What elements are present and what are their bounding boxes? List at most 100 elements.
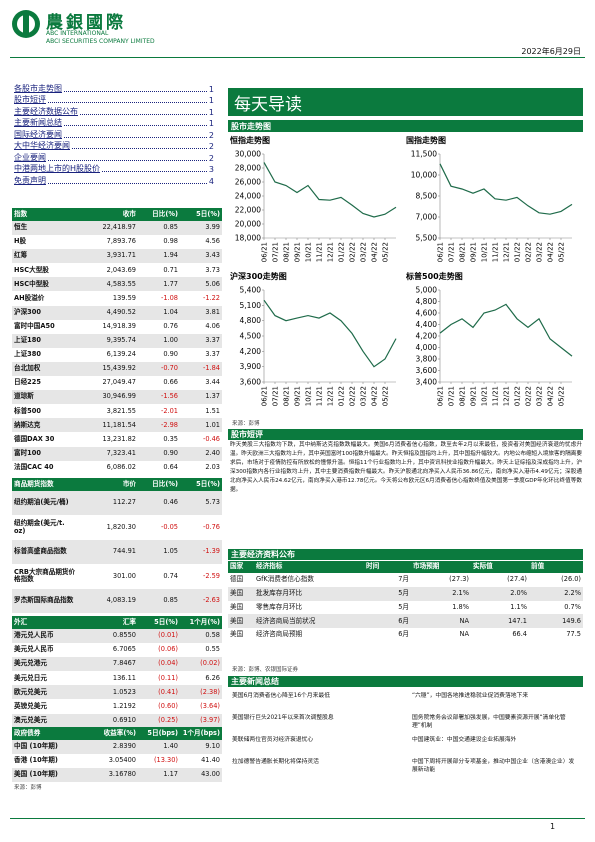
- x-tick-label: 08/21: [283, 242, 291, 262]
- x-tick-label: 09/21: [294, 386, 302, 406]
- table-cell: 1.00: [163, 336, 178, 345]
- table-cell: 纽约期油(美元/桶): [14, 498, 69, 507]
- row-band: [228, 614, 583, 629]
- table-cell: 0.74: [163, 571, 178, 580]
- table-cell: 3,931.71: [106, 251, 136, 260]
- table-cell: -0.46: [202, 434, 220, 443]
- y-tick-label: 22,000: [235, 206, 261, 215]
- row-band: [12, 277, 222, 292]
- header-cell: 5日(bps): [147, 728, 178, 737]
- table-cell: 30,946.99: [102, 392, 136, 401]
- table-cell: 3.37: [205, 336, 220, 345]
- table-cell: 13,231.82: [102, 434, 136, 443]
- y-tick-label: 4,200: [240, 347, 262, 356]
- table-cell: 0.7%: [564, 602, 581, 611]
- row-band: [228, 586, 583, 601]
- y-tick-label: 4,500: [240, 332, 262, 341]
- table-cell: 6,086.02: [106, 462, 136, 471]
- table-cell: 2.40: [205, 448, 220, 457]
- y-tick-label: 24,000: [235, 192, 261, 201]
- toc-page: 2: [208, 130, 214, 140]
- table-cell: 美元兑港元: [14, 659, 47, 668]
- toc-label: 中港两地上市的H股股价: [14, 164, 101, 173]
- table-cell: 美国: [230, 630, 244, 639]
- table-cell: HSC中型股: [14, 279, 49, 288]
- index-line: [439, 163, 573, 215]
- commentary-text: 昨天美股三大指数均下跌，其中纳斯达克指数跌幅最大。美国6月消费者信心指数，跌至去…: [230, 442, 582, 493]
- x-tick-label: 07/21: [272, 386, 280, 406]
- y-tick-label: 4,400: [416, 320, 438, 329]
- x-tick-label: 10/21: [305, 242, 313, 262]
- toc-leader: [48, 102, 207, 103]
- table-cell: H股: [14, 237, 27, 246]
- header-cell: 政府债券: [14, 728, 41, 737]
- table-cell: 147.1: [508, 616, 527, 625]
- toc-item: 企业要闻 2: [14, 151, 214, 163]
- table-cell: (13.30): [153, 756, 178, 765]
- x-tick-label: 11/21: [316, 242, 324, 262]
- table-cell: 4.56: [205, 237, 220, 246]
- table-cell: 3.37: [205, 350, 220, 359]
- table-cell: 2.8390: [112, 742, 136, 751]
- table-cell: 3,821.55: [106, 406, 136, 415]
- table-cell: 0.46: [163, 498, 178, 507]
- table-cell: 英镑兑美元: [14, 701, 47, 710]
- header-cell: 指数: [14, 209, 28, 218]
- table-cell: 批发库存月环比: [256, 588, 303, 597]
- x-tick-label: 08/21: [283, 386, 291, 406]
- x-tick-label: 09/21: [470, 242, 478, 262]
- table-cell: (0.60): [158, 701, 178, 710]
- toc-page: 1: [208, 84, 214, 94]
- table-header: [12, 727, 222, 740]
- toc-page: 1: [208, 107, 214, 117]
- table-cell: 0.6910: [112, 715, 136, 724]
- index-chart: 沪深300走势图 3,600 3,900 4,200 4,500 4,800 5,100 5,…: [230, 271, 397, 406]
- x-tick-label: 12/21: [327, 242, 335, 262]
- chart-source: 来源：彭博: [232, 421, 260, 427]
- toc-label: 大中华经济要闻: [14, 141, 70, 150]
- header-cell: 1个月(bps): [182, 728, 220, 737]
- row-band: [12, 390, 222, 405]
- row-band: [12, 333, 222, 348]
- header-rule: [10, 57, 585, 58]
- news-item: “六穩”，中国各地推进稳就业促消费落地下来: [412, 693, 529, 699]
- y-tick-label: 4,800: [240, 316, 262, 325]
- table-cell: 德国DAX 30: [14, 434, 55, 443]
- index-chart: 国指走势图 5,500 7,000 8,500 10,000 11,500 06/21 07/…: [406, 135, 573, 262]
- toc-page: 2: [208, 142, 214, 151]
- row-band: [12, 418, 222, 433]
- header-cell: 1个月(%): [189, 617, 220, 626]
- table-cell: 7.8467: [112, 659, 136, 668]
- table-cell: 富时中国A50: [14, 321, 55, 330]
- table-cell: 66.4: [512, 630, 527, 639]
- table-cell: 道琼斯: [14, 392, 34, 401]
- charts-heading: 股市走势图: [228, 120, 583, 132]
- table-cell: 0.71: [163, 265, 178, 274]
- x-tick-label: 01/22: [514, 242, 522, 262]
- table-cell: 1.37: [205, 392, 220, 401]
- news-item: 美国银行巨头2021年以来首次调整股息: [232, 715, 334, 721]
- header-cell: 市价: [122, 479, 136, 488]
- x-tick-label: 04/22: [547, 242, 555, 262]
- toc: 各股市走势图 1 股市短评 1 主要经济数据公布 1 主要新闻总结 1 国际经济要闻 2 大中华经济…: [14, 82, 214, 186]
- table-cell: 0.66: [163, 378, 178, 387]
- x-tick-label: 04/22: [371, 242, 379, 262]
- table-cell: (0.02): [200, 659, 220, 668]
- row-band: [12, 221, 222, 236]
- table-cell: NA: [459, 630, 469, 639]
- table-cell: (27.4): [507, 575, 527, 584]
- table-cell: 3.99: [205, 223, 220, 232]
- toc-page: 1: [208, 96, 214, 105]
- x-tick-label: 06/21: [261, 242, 269, 262]
- table-header: [12, 478, 222, 491]
- table-cell: 0.98: [163, 237, 178, 246]
- table-cell: CRB大宗商品期货价格指数: [14, 567, 76, 584]
- economic-source: 来源：彭博、农银国际证券: [232, 667, 299, 673]
- x-tick-label: 05/22: [558, 242, 566, 262]
- x-tick-label: 02/22: [349, 386, 357, 406]
- table-cell: 0.76: [163, 321, 178, 330]
- table-cell: 美元兑人民币: [14, 645, 54, 654]
- y-tick-label: 18,000: [235, 234, 261, 243]
- x-tick-label: 06/21: [437, 242, 445, 262]
- x-tick-label: 02/22: [349, 242, 357, 262]
